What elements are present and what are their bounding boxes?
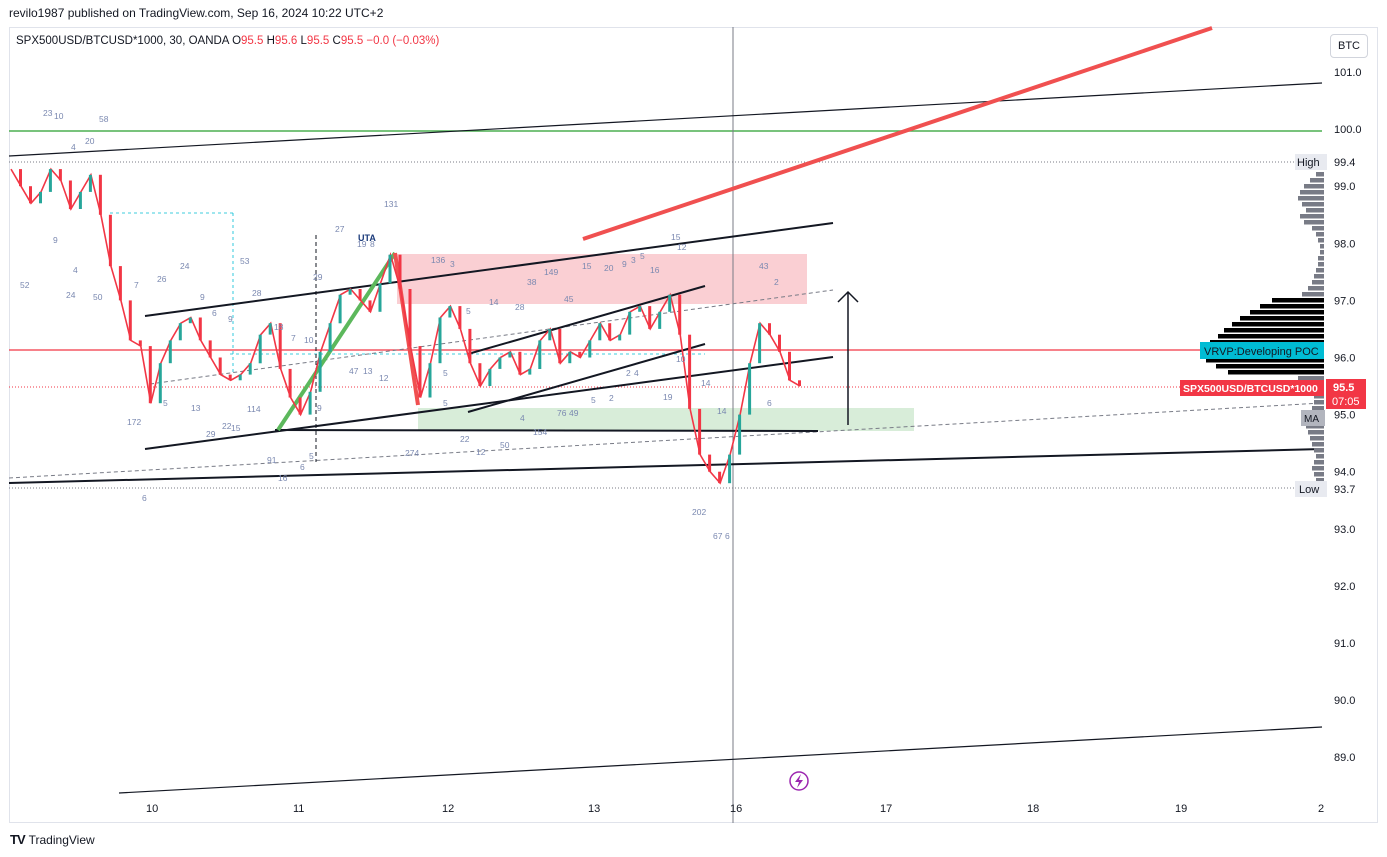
- low-value: 95.5: [306, 35, 330, 47]
- chart-frame: [9, 27, 1378, 823]
- currency-badge[interactable]: BTC: [1330, 34, 1368, 58]
- high-value: 95.6: [274, 35, 298, 47]
- brand-name[interactable]: TradingView: [28, 832, 95, 847]
- symbol-name[interactable]: SPX500USD/BTCUSD*1000, 30, OANDA: [16, 35, 229, 47]
- close-label: C: [332, 35, 341, 47]
- low-label: L: [300, 35, 307, 47]
- open-label: O: [232, 35, 242, 47]
- symbol-legend: SPX500USD/BTCUSD*1000, 30, OANDA O95.5 H…: [16, 35, 439, 47]
- close-value: 95.5: [340, 35, 364, 47]
- footer: TV TradingView: [10, 832, 95, 847]
- open-value: 95.5: [241, 35, 264, 47]
- high-label: H: [266, 35, 275, 47]
- change-value: −0.0 (−0.03%): [366, 35, 440, 47]
- tradingview-logo-icon[interactable]: TV: [10, 832, 26, 847]
- publish-info: revilo1987 published on TradingView.com,…: [9, 6, 384, 20]
